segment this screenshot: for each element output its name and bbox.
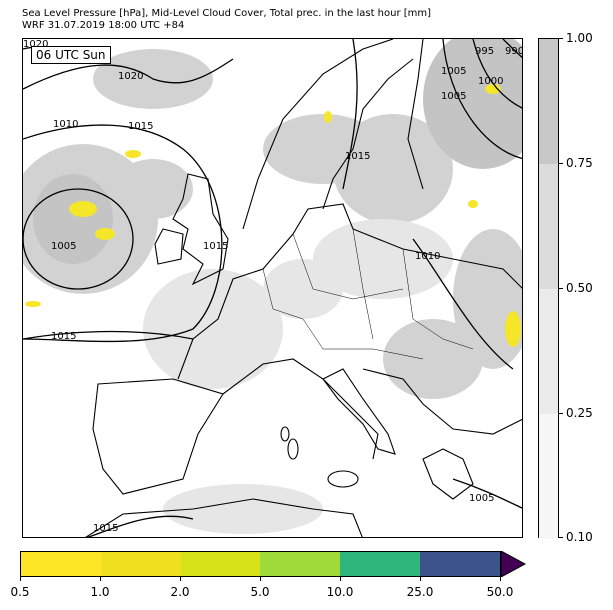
chart-subtitle: WRF 31.07.2019 18:00 UTC +84	[22, 20, 185, 31]
isobar-label: 1020	[118, 71, 143, 82]
precip-tick-label: 1.0	[90, 585, 110, 599]
precip-colorbar-segment	[260, 552, 341, 576]
isobar-label: 1015	[51, 331, 76, 342]
isobar-label: 995	[475, 46, 494, 57]
isobar-label: 1020	[23, 39, 48, 50]
precip-tick-label: 10.0	[326, 585, 354, 599]
isobar-label: 1010	[53, 119, 78, 130]
isobar-label: 1015	[345, 151, 370, 162]
isobar-label: 1010	[415, 251, 440, 262]
cloud-colorbar-segment	[539, 414, 558, 539]
cloud-colorbar-segment	[539, 39, 558, 164]
isobar-label: 1005	[51, 241, 76, 252]
borders	[262, 228, 474, 360]
precip-colorbar-segment	[100, 552, 181, 576]
coastlines	[85, 39, 522, 537]
cloud-tick-label: 0.10	[566, 530, 593, 544]
cloud-tick-label: 0.25	[566, 406, 593, 420]
precip-tick-label: 50.0	[486, 585, 514, 599]
map-canvas: 1020 1020 1010 1015 1005 1015 1015 1015 …	[23, 39, 523, 537]
isobar-label: 990	[505, 46, 523, 57]
time-label: 06 UTC Sun	[31, 46, 111, 64]
precipitation-colorbar	[20, 551, 501, 577]
precip-tick-label: 5.0	[250, 585, 270, 599]
isobar-label: 1015	[93, 523, 118, 534]
cloud-tick-label: 0.75	[566, 156, 593, 170]
isobar-label: 1015	[128, 121, 153, 132]
colorbar-extend-arrow	[501, 551, 527, 577]
cloud-cover-colorbar	[538, 38, 559, 539]
chart-title: Sea Level Pressure [hPa], Mid-Level Clou…	[22, 8, 432, 19]
cloud-tick-label: 0.50	[566, 281, 593, 295]
cloud-tick-label: 1.00	[566, 31, 593, 45]
precip-colorbar-segment	[21, 552, 101, 576]
cloud-colorbar-segment	[539, 289, 558, 414]
isobars	[23, 39, 522, 537]
isobar-label: 1015	[203, 241, 228, 252]
precip-colorbar-segment	[420, 552, 500, 576]
precip-tick-label: 25.0	[406, 585, 434, 599]
precip-tick-label: 0.5	[10, 585, 30, 599]
cloud-cover-layer	[23, 39, 522, 534]
cloud-colorbar-segment	[539, 164, 558, 289]
isobar-labels: 1020 1020 1010 1015 1005 1015 1015 1015 …	[23, 39, 523, 534]
isobar-label: 1005	[469, 493, 494, 504]
precip-colorbar-segment	[180, 552, 261, 576]
isobar-label: 1000	[478, 76, 503, 87]
precip-tick-label: 2.0	[170, 585, 190, 599]
precip-colorbar-segment	[340, 552, 421, 576]
isobar-label: 1005	[441, 91, 466, 102]
precipitation-layer	[25, 84, 521, 347]
weather-map: 1020 1020 1010 1015 1005 1015 1015 1015 …	[22, 38, 523, 538]
isobar-label: 1005	[441, 66, 466, 77]
